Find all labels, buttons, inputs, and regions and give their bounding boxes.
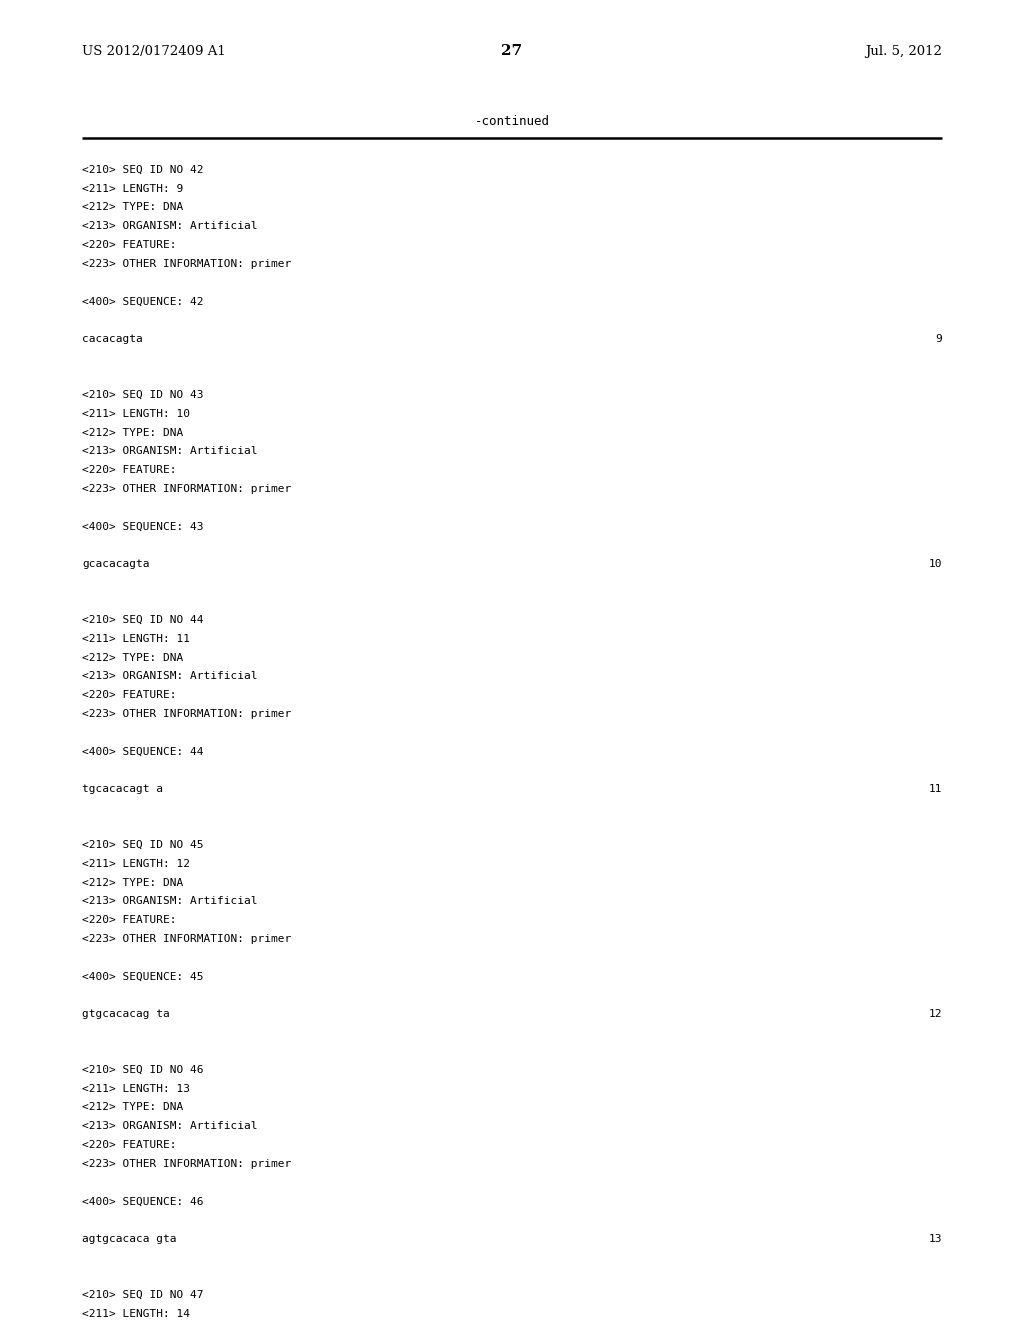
Text: tgcacacagt a: tgcacacagt a [82, 784, 163, 793]
Text: 9: 9 [935, 334, 942, 343]
Text: <210> SEQ ID NO 47: <210> SEQ ID NO 47 [82, 1290, 204, 1300]
Text: <220> FEATURE:: <220> FEATURE: [82, 690, 176, 700]
Text: 10: 10 [929, 558, 942, 569]
Text: <223> OTHER INFORMATION: primer: <223> OTHER INFORMATION: primer [82, 933, 291, 944]
Text: <213> ORGANISM: Artificial: <213> ORGANISM: Artificial [82, 896, 257, 907]
Text: <223> OTHER INFORMATION: primer: <223> OTHER INFORMATION: primer [82, 709, 291, 719]
Text: agtgcacaca gta: agtgcacaca gta [82, 1234, 176, 1243]
Text: gcacacagta: gcacacagta [82, 558, 150, 569]
Text: Jul. 5, 2012: Jul. 5, 2012 [865, 45, 942, 58]
Text: <212> TYPE: DNA: <212> TYPE: DNA [82, 652, 183, 663]
Text: <220> FEATURE:: <220> FEATURE: [82, 465, 176, 475]
Text: <212> TYPE: DNA: <212> TYPE: DNA [82, 202, 183, 213]
Text: <400> SEQUENCE: 43: <400> SEQUENCE: 43 [82, 521, 204, 531]
Text: <210> SEQ ID NO 44: <210> SEQ ID NO 44 [82, 615, 204, 624]
Text: <223> OTHER INFORMATION: primer: <223> OTHER INFORMATION: primer [82, 259, 291, 269]
Text: <400> SEQUENCE: 42: <400> SEQUENCE: 42 [82, 296, 204, 306]
Text: cacacagta: cacacagta [82, 334, 142, 343]
Text: <210> SEQ ID NO 45: <210> SEQ ID NO 45 [82, 840, 204, 850]
Text: <220> FEATURE:: <220> FEATURE: [82, 1140, 176, 1150]
Text: <213> ORGANISM: Artificial: <213> ORGANISM: Artificial [82, 222, 257, 231]
Text: <213> ORGANISM: Artificial: <213> ORGANISM: Artificial [82, 672, 257, 681]
Text: <211> LENGTH: 14: <211> LENGTH: 14 [82, 1308, 190, 1319]
Text: <210> SEQ ID NO 42: <210> SEQ ID NO 42 [82, 165, 204, 176]
Text: <211> LENGTH: 11: <211> LENGTH: 11 [82, 634, 190, 644]
Text: <212> TYPE: DNA: <212> TYPE: DNA [82, 1102, 183, 1113]
Text: 11: 11 [929, 784, 942, 793]
Text: <211> LENGTH: 9: <211> LENGTH: 9 [82, 183, 183, 194]
Text: <223> OTHER INFORMATION: primer: <223> OTHER INFORMATION: primer [82, 1159, 291, 1168]
Text: <211> LENGTH: 13: <211> LENGTH: 13 [82, 1084, 190, 1094]
Text: <212> TYPE: DNA: <212> TYPE: DNA [82, 428, 183, 437]
Text: 12: 12 [929, 1008, 942, 1019]
Text: gtgcacacag ta: gtgcacacag ta [82, 1008, 170, 1019]
Text: <212> TYPE: DNA: <212> TYPE: DNA [82, 878, 183, 887]
Text: -continued: -continued [474, 115, 550, 128]
Text: <211> LENGTH: 12: <211> LENGTH: 12 [82, 859, 190, 869]
Text: US 2012/0172409 A1: US 2012/0172409 A1 [82, 45, 225, 58]
Text: <213> ORGANISM: Artificial: <213> ORGANISM: Artificial [82, 1121, 257, 1131]
Text: <400> SEQUENCE: 44: <400> SEQUENCE: 44 [82, 746, 204, 756]
Text: <223> OTHER INFORMATION: primer: <223> OTHER INFORMATION: primer [82, 483, 291, 494]
Text: <213> ORGANISM: Artificial: <213> ORGANISM: Artificial [82, 446, 257, 457]
Text: <400> SEQUENCE: 45: <400> SEQUENCE: 45 [82, 972, 204, 981]
Text: 27: 27 [502, 44, 522, 58]
Text: <210> SEQ ID NO 46: <210> SEQ ID NO 46 [82, 1065, 204, 1074]
Text: <220> FEATURE:: <220> FEATURE: [82, 240, 176, 249]
Text: <210> SEQ ID NO 43: <210> SEQ ID NO 43 [82, 389, 204, 400]
Text: <400> SEQUENCE: 46: <400> SEQUENCE: 46 [82, 1196, 204, 1206]
Text: 13: 13 [929, 1234, 942, 1243]
Text: <211> LENGTH: 10: <211> LENGTH: 10 [82, 409, 190, 418]
Text: <220> FEATURE:: <220> FEATURE: [82, 915, 176, 925]
